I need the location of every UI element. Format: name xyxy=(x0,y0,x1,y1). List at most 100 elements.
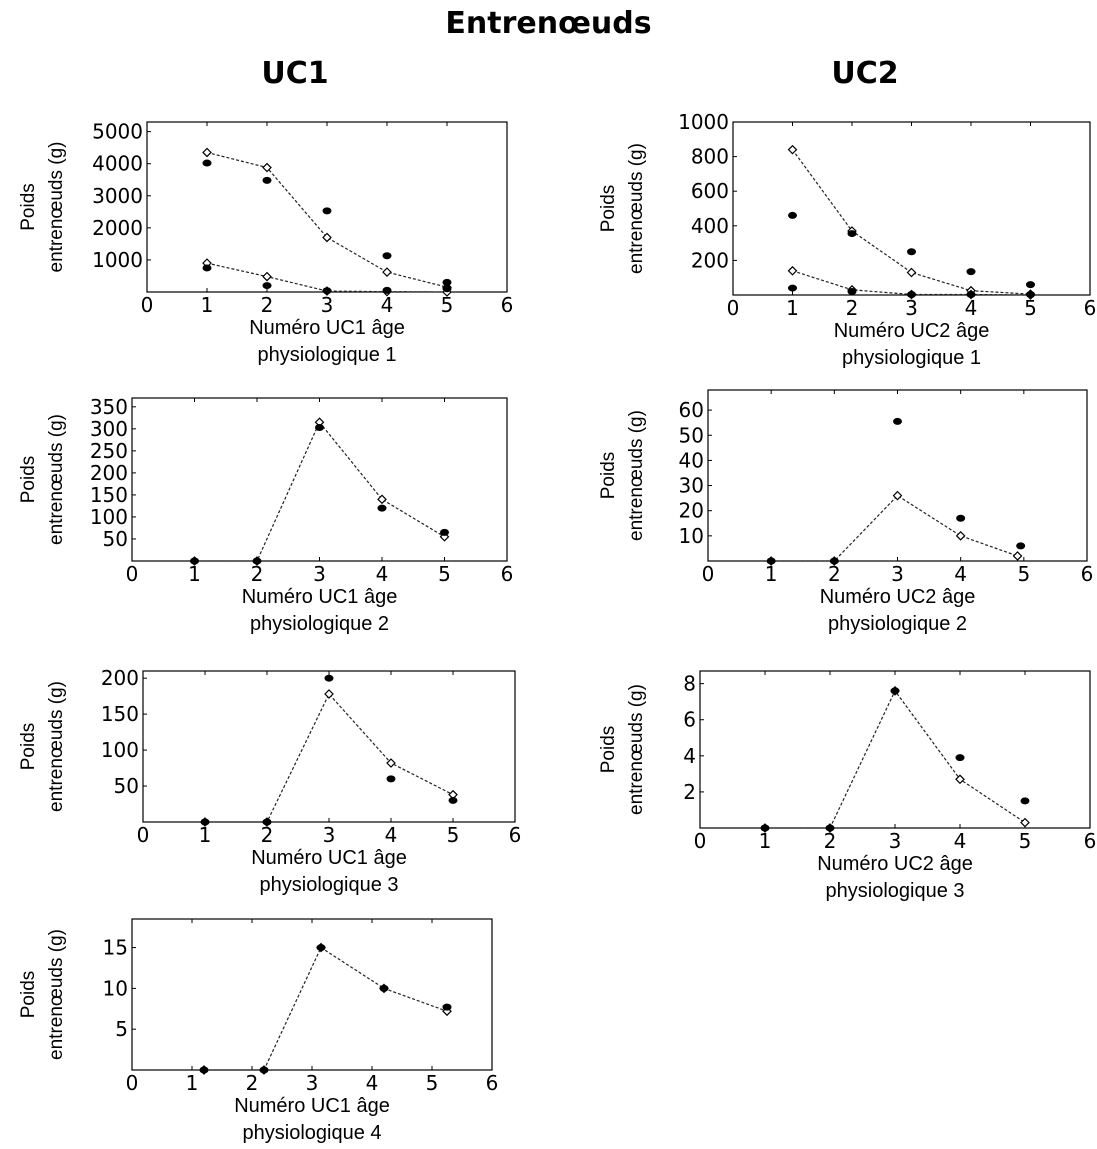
data-point-dot xyxy=(1026,281,1035,289)
x-tick-label: 4 xyxy=(381,293,394,317)
x-tick-label: 6 xyxy=(501,293,514,317)
y-tick-label: 5 xyxy=(115,1017,128,1041)
y-axis-label: entrenœuds (g) xyxy=(46,929,67,1060)
x-tick-label: 1 xyxy=(759,829,772,853)
x-tick-label: 6 xyxy=(486,1071,499,1095)
data-point-diamond xyxy=(386,758,396,768)
data-point-diamond xyxy=(377,494,387,505)
y-axis-label: Poids xyxy=(598,452,619,500)
chart-uc2-age1: 0 1 2 3 4 5 6 200 400 600 800 1000 Numéro UC2 âge phy… xyxy=(598,110,1096,369)
data-point-dot xyxy=(322,207,332,215)
x-tick-label: 2 xyxy=(246,1071,259,1095)
data-point-diamond xyxy=(906,267,917,278)
x-tick-label: 1 xyxy=(186,1071,199,1095)
x-axis-label: Numéro UC2 âge xyxy=(834,320,990,342)
data-point-dot xyxy=(966,268,976,276)
column-title-uc2: UC2 xyxy=(831,56,899,91)
x-axis-label: physiologique 3 xyxy=(260,874,399,896)
x-tick-label: 0 xyxy=(137,823,150,847)
series-line xyxy=(206,151,448,288)
series-line xyxy=(206,262,448,293)
series-line xyxy=(194,421,445,562)
x-tick-label: 3 xyxy=(323,823,336,847)
data-point-dot xyxy=(382,286,392,294)
y-axis-label: Poids xyxy=(18,183,39,231)
x-tick-label: 4 xyxy=(965,296,978,320)
y-tick-label: 2000 xyxy=(92,216,143,240)
data-point-dot xyxy=(890,687,900,695)
data-point-dot xyxy=(199,1066,209,1074)
data-point-diamond xyxy=(955,531,966,541)
y-tick-label: 3000 xyxy=(92,184,143,208)
x-tick-label: 3 xyxy=(321,293,334,317)
series-line xyxy=(765,689,1026,829)
data-point-dot xyxy=(379,984,389,992)
y-tick-label: 150 xyxy=(101,702,139,726)
x-axis-label: Numéro UC1 âge xyxy=(249,317,405,339)
data-point-dot xyxy=(322,287,332,295)
data-point-dot xyxy=(766,557,776,565)
y-tick-label: 150 xyxy=(90,483,128,507)
x-tick-label: 3 xyxy=(889,829,902,853)
data-point-dot xyxy=(324,674,334,682)
plot-frame xyxy=(146,121,508,293)
y-axis-label: Poids xyxy=(18,456,39,504)
y-tick-label: 15 xyxy=(103,936,128,960)
x-tick-label: 5 xyxy=(1024,296,1037,320)
data-point-dot xyxy=(956,514,966,522)
x-tick-label: 1 xyxy=(765,562,778,586)
x-tick-label: 3 xyxy=(905,296,918,320)
y-tick-label: 1000 xyxy=(92,248,143,272)
y-axis-label: entrenœuds (g) xyxy=(626,143,647,274)
data-point-dot xyxy=(262,818,272,826)
data-point-dot xyxy=(442,1003,452,1011)
y-tick-label: 6 xyxy=(683,708,696,732)
x-tick-label: 2 xyxy=(846,296,859,320)
x-tick-label: 6 xyxy=(1081,562,1094,586)
x-axis-label: Numéro UC1 âge xyxy=(234,1095,390,1117)
x-axis-label: physiologique 2 xyxy=(250,613,389,635)
data-point-dot xyxy=(966,290,976,298)
y-axis-label: entrenœuds (g) xyxy=(46,681,67,812)
y-tick-label: 50 xyxy=(114,774,139,798)
x-tick-label: 1 xyxy=(786,296,799,320)
data-point-diamond xyxy=(262,271,272,282)
data-point-dot xyxy=(788,284,797,292)
data-point-dot xyxy=(825,824,835,832)
x-tick-label: 5 xyxy=(447,823,460,847)
y-tick-label: 10 xyxy=(103,976,128,1000)
data-point-dot xyxy=(788,211,797,219)
y-tick-label: 100 xyxy=(90,505,128,529)
data-point-dot xyxy=(893,417,902,425)
x-tick-label: 6 xyxy=(1084,829,1097,853)
data-point-dot xyxy=(442,285,452,293)
data-point-diamond xyxy=(955,774,965,785)
data-point-dot xyxy=(440,528,449,536)
data-point-dot xyxy=(442,278,452,286)
x-tick-label: 4 xyxy=(385,823,398,847)
x-tick-label: 5 xyxy=(1017,562,1030,586)
x-tick-label: 1 xyxy=(199,823,212,847)
y-tick-label: 50 xyxy=(679,423,704,447)
chart-uc1-age3: 0 1 2 3 4 5 6 50 100 150 200 Numéro UC1 âge physiolo… xyxy=(18,666,521,896)
data-point-diamond xyxy=(1012,551,1023,561)
data-point-diamond xyxy=(787,144,798,155)
data-point-dot xyxy=(847,288,857,296)
data-point-dot xyxy=(252,557,262,565)
data-point-dot xyxy=(1026,290,1035,298)
x-tick-label: 5 xyxy=(426,1071,439,1095)
data-point-diamond xyxy=(892,490,903,501)
data-point-diamond xyxy=(324,689,334,699)
y-tick-label: 600 xyxy=(691,179,729,203)
x-axis-label: Numéro UC2 âge xyxy=(817,853,973,875)
data-point-dot xyxy=(955,754,965,762)
data-point-dot xyxy=(377,504,387,512)
data-point-dot xyxy=(200,818,210,826)
data-point-dot xyxy=(316,944,326,952)
x-tick-label: 3 xyxy=(313,562,326,586)
data-point-dot xyxy=(907,248,916,256)
data-point-dot xyxy=(829,557,839,565)
